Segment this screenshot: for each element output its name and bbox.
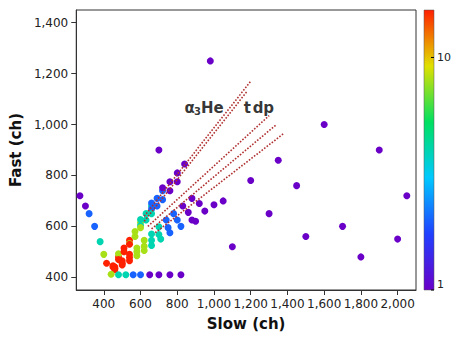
svg-text:Slow (ch): Slow (ch) — [207, 315, 286, 333]
svg-text:1,000: 1,000 — [197, 297, 231, 311]
svg-text:10: 10 — [437, 51, 451, 64]
svg-text:1,000: 1,000 — [34, 118, 68, 132]
svg-text:d: d — [253, 99, 264, 117]
svg-text:Fast (ch): Fast (ch) — [7, 113, 25, 187]
svg-text:2,000: 2,000 — [380, 297, 414, 311]
svg-text:800: 800 — [166, 297, 189, 311]
svg-text:1,400: 1,400 — [270, 297, 304, 311]
svg-text:He: He — [201, 99, 224, 117]
svg-text:800: 800 — [45, 168, 68, 182]
svg-text:1,600: 1,600 — [307, 297, 341, 311]
svg-text:3: 3 — [194, 106, 201, 117]
svg-text:1,200: 1,200 — [34, 67, 68, 81]
svg-text:1,400: 1,400 — [34, 16, 68, 30]
svg-text:t: t — [244, 99, 251, 117]
svg-text:1,200: 1,200 — [234, 297, 268, 311]
svg-text:p: p — [263, 99, 274, 117]
svg-text:400: 400 — [92, 297, 115, 311]
svg-text:1: 1 — [437, 278, 444, 291]
svg-text:α: α — [184, 99, 195, 118]
svg-text:400: 400 — [45, 270, 68, 284]
svg-text:1,800: 1,800 — [344, 297, 378, 311]
svg-text:600: 600 — [45, 219, 68, 233]
svg-text:600: 600 — [129, 297, 152, 311]
